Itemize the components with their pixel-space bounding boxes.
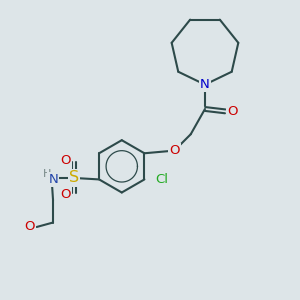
Text: O: O	[60, 154, 71, 167]
Text: S: S	[69, 170, 79, 185]
Text: O: O	[227, 105, 238, 118]
Text: N: N	[49, 172, 58, 186]
Text: Cl: Cl	[155, 173, 168, 186]
Text: O: O	[169, 144, 180, 157]
Text: H: H	[43, 169, 51, 179]
Text: O: O	[24, 220, 35, 233]
Text: N: N	[200, 78, 210, 91]
Text: O: O	[60, 188, 71, 201]
